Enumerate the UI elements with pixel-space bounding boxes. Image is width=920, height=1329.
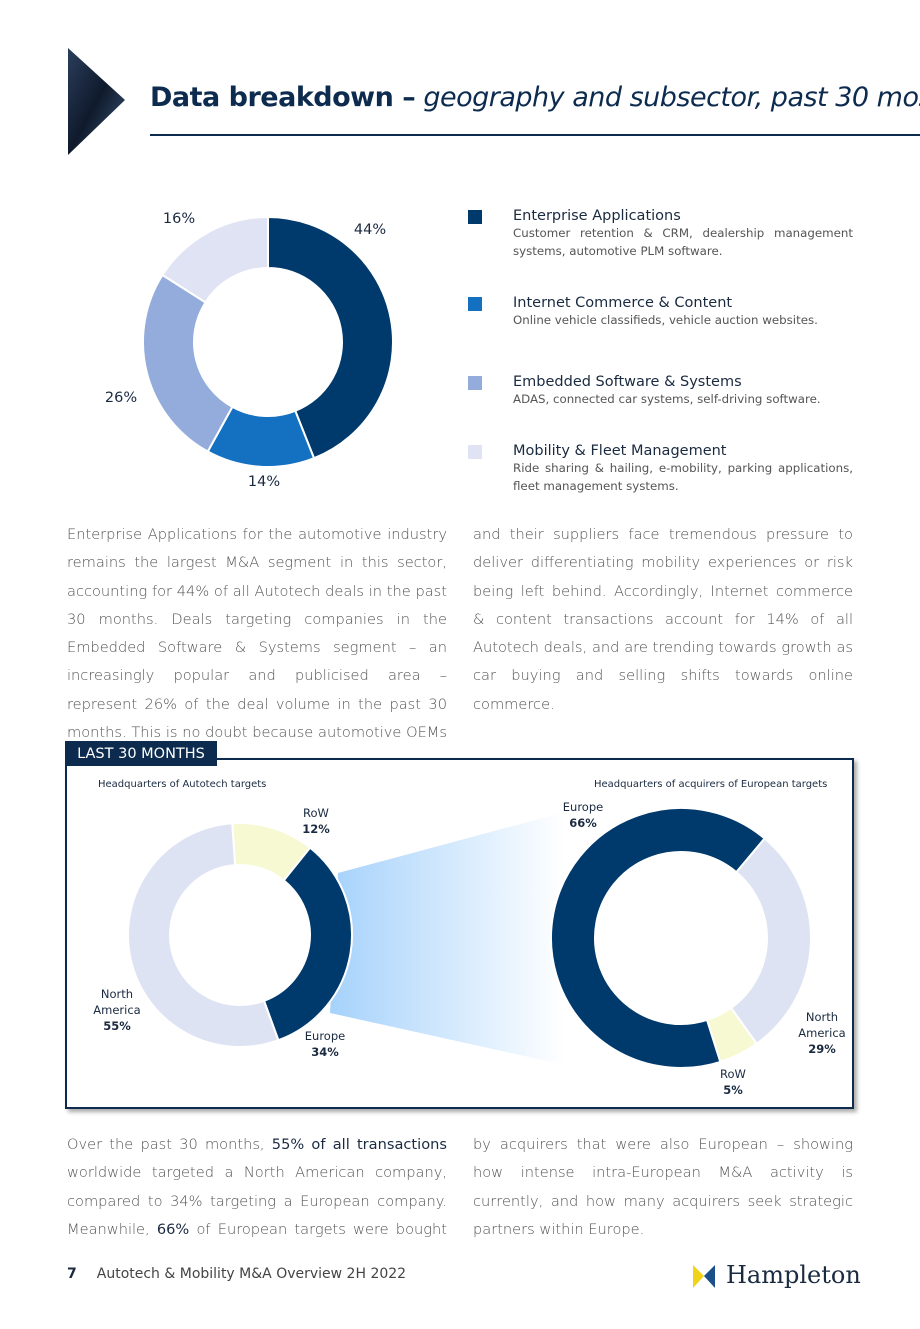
category-label: RoW bbox=[720, 1067, 746, 1081]
category-label: Europe bbox=[563, 800, 603, 814]
bold-text: 55% of all transactions bbox=[271, 1136, 447, 1153]
legend-label: Enterprise Applications bbox=[513, 208, 681, 224]
category-label: Europe bbox=[305, 1029, 345, 1043]
value-label: 55% bbox=[103, 1019, 131, 1033]
connector-band bbox=[330, 812, 565, 1065]
logo-mark bbox=[704, 1265, 715, 1288]
bold-text: 66% bbox=[156, 1220, 190, 1238]
category-label: North America bbox=[93, 987, 140, 1017]
legend-swatch bbox=[468, 376, 482, 390]
donut-segment bbox=[550, 807, 766, 1069]
logo-mark bbox=[693, 1265, 704, 1288]
title-main: Data breakdown – bbox=[150, 82, 416, 113]
value-label: 5% bbox=[723, 1083, 743, 1097]
text: of European targets were bought by acqui… bbox=[189, 1136, 853, 1238]
legend-item: Embedded Software & Systems ADAS, connect… bbox=[468, 374, 853, 408]
value-label: 12% bbox=[302, 822, 330, 836]
category-label: RoW bbox=[303, 806, 329, 820]
legend-label: Embedded Software & Systems bbox=[513, 374, 742, 390]
donut-segment bbox=[262, 846, 353, 1042]
legend-item: Mobility & Fleet Management Ride sharing … bbox=[468, 443, 853, 495]
footer: 7 Autotech & Mobility M&A Overview 2H 202… bbox=[67, 1266, 406, 1282]
value-label: 14% bbox=[248, 474, 280, 490]
charts: 44% 14% 26% 16% Headquarters of Autotech tar… bbox=[93, 211, 845, 1097]
paragraph: Over the past 30 months, 55% of all tran… bbox=[67, 1131, 853, 1244]
legend-description: Ride sharing & hailing, e-mobility, park… bbox=[513, 461, 853, 493]
donut-segment bbox=[142, 273, 234, 453]
legend-swatch bbox=[468, 210, 482, 224]
panel bbox=[65, 758, 854, 1109]
value-label: 34% bbox=[311, 1045, 339, 1059]
text: Over the past 30 months, bbox=[67, 1136, 272, 1153]
page-number: 7 bbox=[67, 1266, 77, 1282]
donut-segment bbox=[161, 215, 269, 304]
value-label: 66% bbox=[569, 816, 597, 830]
title: Data breakdown – geography and subsector… bbox=[150, 82, 920, 113]
brand: Hampleton bbox=[726, 1261, 861, 1289]
donut-segment bbox=[267, 215, 394, 460]
value-label: 44% bbox=[354, 222, 386, 238]
value-label: 16% bbox=[163, 211, 195, 227]
tag: LAST 30 MONTHS bbox=[65, 741, 217, 766]
chart-title: Headquarters of Autotech targets bbox=[98, 779, 266, 790]
chart-title: Headquarters of acquirers of European ta… bbox=[594, 779, 827, 790]
value-label: 29% bbox=[808, 1042, 836, 1056]
donut-segment bbox=[127, 822, 280, 1048]
legend-item: Internet Commerce & Content Online vehicl… bbox=[468, 295, 853, 329]
legend-description: Online vehicle classifieds, vehicle auct… bbox=[513, 313, 818, 327]
legend-swatch bbox=[468, 445, 482, 459]
value-label: 26% bbox=[105, 390, 137, 406]
footer-title: Autotech & Mobility M&A Overview 2H 2022 bbox=[96, 1266, 407, 1282]
title-sub: geography and subsector, past 30 mos. bbox=[423, 82, 920, 113]
paragraph: Enterprise Applications for the automoti… bbox=[67, 526, 853, 742]
legend-description: Customer retention & CRM, dealership man… bbox=[513, 226, 853, 258]
legend-label: Internet Commerce & Content bbox=[513, 295, 733, 311]
legend-description: ADAS, connected car systems, self-drivin… bbox=[513, 392, 821, 406]
legend-item: Enterprise Applications Customer retentio… bbox=[468, 208, 853, 260]
text: worldwide targeted a North American comp… bbox=[67, 1164, 447, 1238]
legend-swatch bbox=[468, 297, 482, 311]
legend-label: Mobility & Fleet Management bbox=[513, 443, 727, 459]
decor-triangle bbox=[68, 48, 125, 155]
category-label: North America bbox=[798, 1010, 845, 1040]
